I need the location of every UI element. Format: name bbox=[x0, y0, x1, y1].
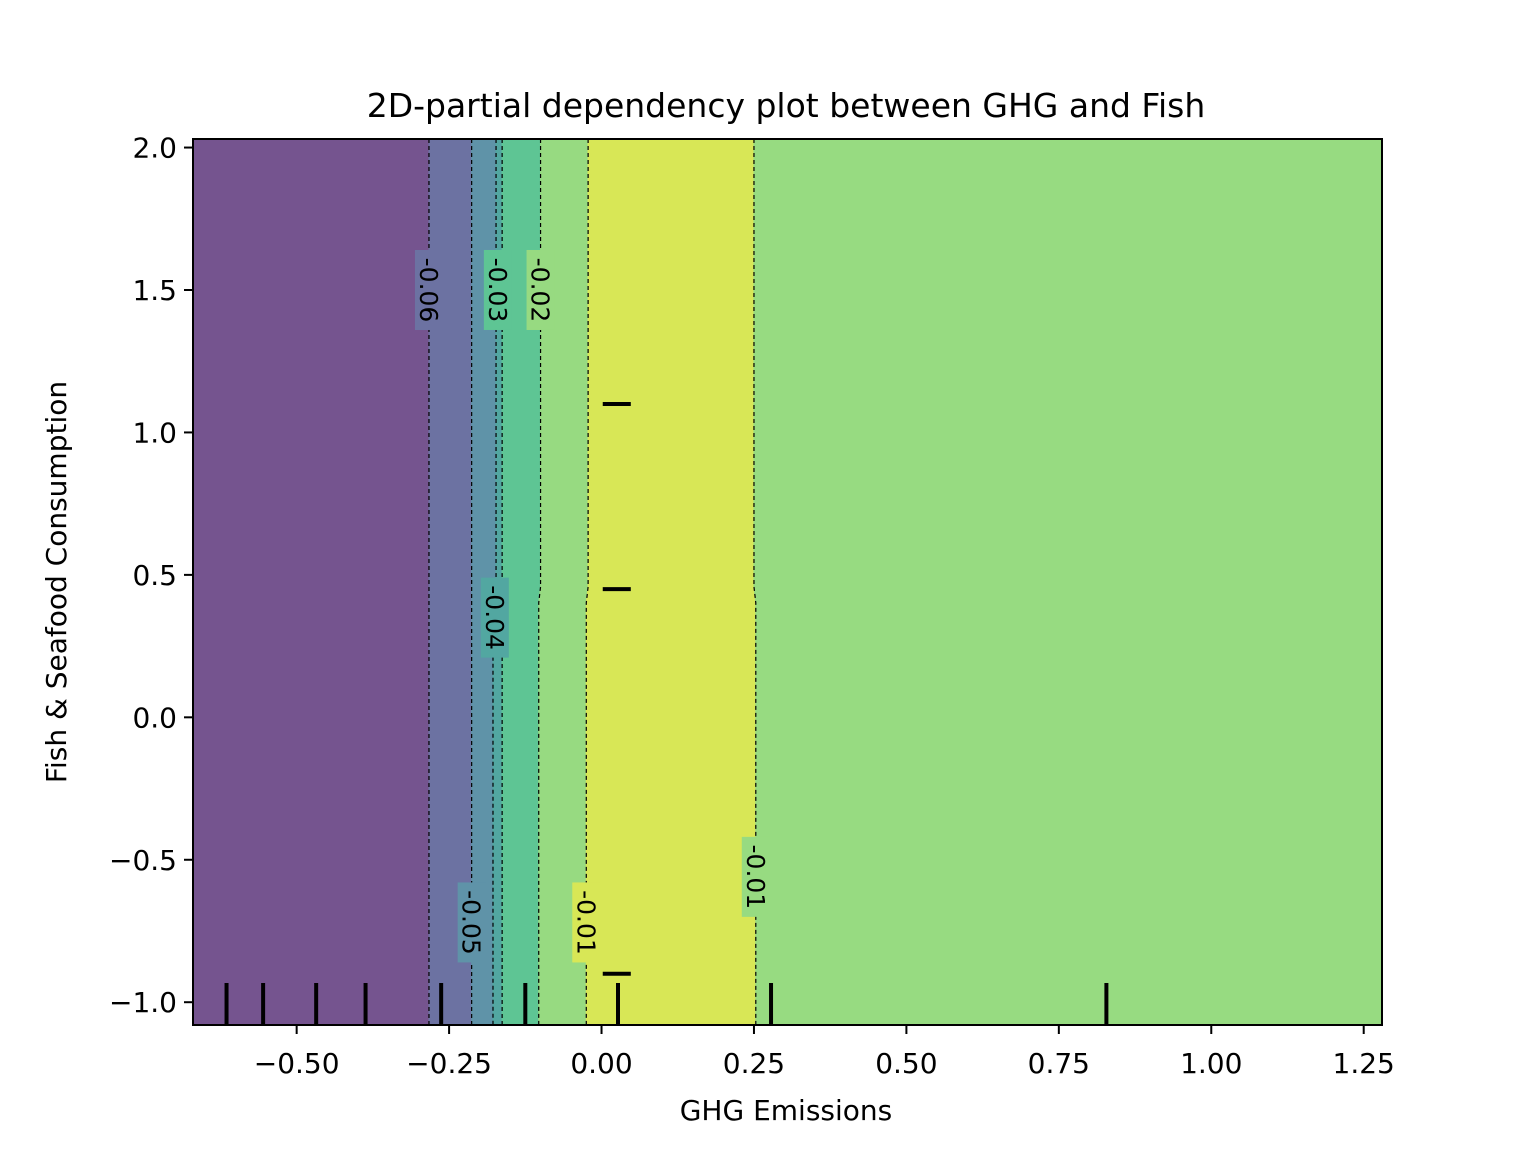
x-tick-label: 0.00 bbox=[570, 1047, 632, 1080]
contour-fill-layer bbox=[192, 138, 1383, 1026]
contour-line-7 bbox=[753, 139, 757, 1025]
contour-label-2: -0.03 bbox=[483, 249, 512, 330]
contour-label-7: -0.01 bbox=[741, 836, 770, 917]
contour-label-gap bbox=[526, 249, 555, 330]
contour-label-text: -0.06 bbox=[414, 258, 443, 323]
y-tick-label: −0.5 bbox=[109, 844, 177, 877]
contour-label-6: -0.01 bbox=[571, 882, 601, 963]
y-tick-label: 0.5 bbox=[132, 559, 177, 592]
contour-label-gap bbox=[572, 882, 601, 963]
contour-label-gap bbox=[414, 249, 443, 330]
contour-band-8 bbox=[753, 138, 1383, 1026]
y-tick-label: 0.0 bbox=[132, 701, 177, 734]
contour-label-layer: -0.06 -0.03 -0.02 -0.04 -0.05 -0.01 -0.01 bbox=[414, 249, 770, 963]
contour-band-1 bbox=[192, 138, 430, 1026]
contour-line-6 bbox=[585, 139, 589, 1025]
contour-label-text: -0.04 bbox=[480, 585, 509, 650]
x-tick-label: 0.50 bbox=[875, 1047, 937, 1080]
y-tick-label: −1.0 bbox=[109, 986, 177, 1019]
contour-label-gap bbox=[480, 577, 509, 658]
chart-title: 2D-partial dependency plot between GHG a… bbox=[367, 86, 1206, 125]
x-tick-label: 0.25 bbox=[723, 1047, 785, 1080]
x-tick-label: 1.25 bbox=[1333, 1047, 1395, 1080]
contour-line-5 bbox=[538, 139, 542, 1025]
contour-label-1: -0.06 bbox=[414, 249, 443, 330]
contour-label-gap bbox=[483, 249, 512, 330]
y-axis-label: Fish & Seafood Consumption bbox=[40, 381, 73, 783]
x-tick-label: 0.75 bbox=[1028, 1047, 1090, 1080]
x-tick-label: −0.25 bbox=[406, 1047, 492, 1080]
x-tick-label: −0.50 bbox=[254, 1047, 340, 1080]
contour-label-text: -0.01 bbox=[741, 845, 770, 910]
y-axis: −1.0 −0.5 0.0 0.5 1.0 1.5 2.0 bbox=[109, 132, 193, 1019]
contour-label-5: -0.05 bbox=[457, 882, 486, 963]
y-tick-label: 1.5 bbox=[132, 274, 177, 307]
x-tick-label: 1.00 bbox=[1180, 1047, 1242, 1080]
contour-label-text: -0.05 bbox=[457, 890, 486, 955]
contour-label-4: -0.04 bbox=[480, 577, 509, 658]
x-axis: −0.50 −0.25 0.00 0.25 0.50 0.75 1.00 1.25 bbox=[254, 1025, 1395, 1080]
contour-label-gap bbox=[741, 836, 770, 917]
rug-layer bbox=[224, 401, 1109, 1025]
x-axis-label: GHG Emissions bbox=[680, 1094, 893, 1127]
contour-label-text: -0.03 bbox=[483, 258, 512, 323]
y-tick-label: 2.0 bbox=[132, 132, 177, 165]
y-tick-label: 1.0 bbox=[132, 416, 177, 449]
contour-band-7 bbox=[585, 138, 757, 1026]
plot-frame bbox=[192, 138, 1383, 1026]
contour-label-3: -0.02 bbox=[526, 249, 555, 330]
contour-label-gap bbox=[457, 882, 486, 963]
contour-label-text: -0.01 bbox=[571, 890, 600, 955]
contour-label-text: -0.02 bbox=[526, 258, 555, 323]
